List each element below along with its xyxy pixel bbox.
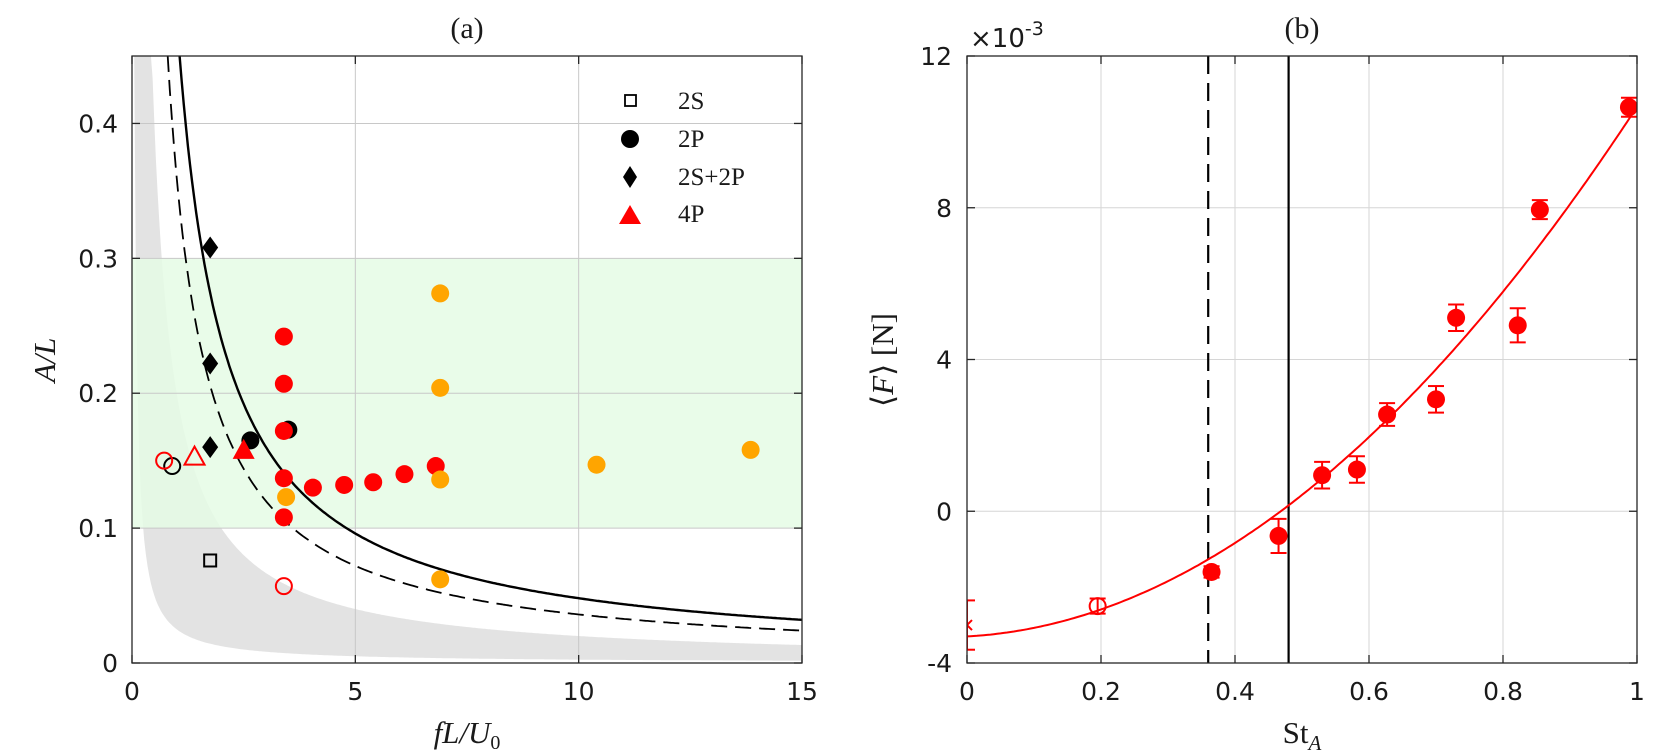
marker-orange-filled [431,470,450,489]
marker-red-filled [335,475,354,494]
x-tick-label: 15 [786,677,818,706]
marker-red-filled [303,478,322,497]
marker-filled [1269,526,1288,545]
y-tick-label: 0 [936,497,952,526]
marker-red-filled [364,473,383,492]
marker-filled [1447,308,1466,327]
marker-orange-filled [431,284,450,303]
legend-4p-label: 4P [678,201,704,228]
x-tick-label: 0 [124,677,140,706]
panel-a-grid [132,56,802,663]
y-tick-label: 8 [936,194,952,223]
panel-a-title: (a) [450,12,483,45]
legend-2s-marker [624,94,637,107]
marker-red-open [155,451,174,470]
marker-filled [1378,405,1397,424]
marker-filled [1347,460,1366,479]
legend-2s2p-label: 2S+2P [678,164,745,191]
y-tick-label: 12 [920,42,952,71]
marker-filled [1619,98,1637,117]
x-tick-label: 0.8 [1483,677,1523,706]
y-tick-label: 0.4 [78,109,118,138]
panel-a-legend: 2S 2P 2S+2P 4P [619,88,745,228]
quadratic-fit [967,106,1637,638]
marker-cross [967,619,973,631]
panel-b-title: (b) [1285,12,1320,45]
panel-b-y-label: ⟨F⟩ [N] [865,313,900,407]
marker-4P [232,438,255,459]
errorbar-cross [967,599,975,651]
y-tick-label: -4 [927,649,952,678]
marker-orange-filled [587,455,606,474]
marker-orange-filled [431,570,450,589]
x-tick-label: 0.6 [1349,677,1389,706]
x-tick-label: 1 [1629,677,1645,706]
marker-red-filled [395,465,414,484]
marker-red-filled [274,421,293,440]
legend-4p-marker [619,205,641,224]
marker-4P-open [182,444,207,466]
marker-2S+2P [202,352,219,375]
panel-a: 0 5 10 15 0 0.1 0.2 0.3 0.4 (a) fL/U0 A/L 2S 2P … [27,12,818,753]
y-tick-label: 0.2 [78,379,118,408]
panel-a-x-label: fL/U0 [434,715,501,753]
marker-orange-filled [431,378,450,397]
panel-b-exponent: ×10-3 [970,18,1044,54]
legend-2s-label: 2S [678,88,704,115]
marker-orange-filled [741,440,760,459]
panel-a-markers [155,236,760,596]
x-tick-label: 0 [959,677,975,706]
dashed-curve [166,56,802,632]
marker-red-filled [274,508,293,527]
x-tick-label: 0.2 [1081,677,1121,706]
panel-a-frame [131,55,803,664]
panel-b-markers [967,96,1637,651]
marker-orange-filled [277,488,296,507]
legend-2s2p-marker [623,166,637,188]
legend-2p-marker [621,130,639,148]
marker-filled [1530,200,1549,219]
marker-red-filled [274,327,293,346]
gray-band [134,56,802,661]
y-tick-label: 0.3 [78,244,118,273]
marker-red-filled [274,374,293,393]
x-tick-label: 5 [347,677,363,706]
x-tick-label: 0.4 [1215,677,1255,706]
marker-filled [1202,562,1221,581]
x-tick-label: 10 [563,677,595,706]
y-tick-label: 0 [102,649,118,678]
y-tick-label: 0.1 [78,514,118,543]
marker-filled [1313,466,1332,485]
marker-filled [1427,390,1445,409]
marker-2S+2P [202,436,219,459]
panel-b-x-label: StA [1283,715,1322,753]
panel-a-y-label: A/L [27,338,62,385]
legend-2p-label: 2P [678,126,704,153]
marker-red-filled [274,469,293,488]
y-tick-label: 4 [936,346,952,375]
panel-b-grid [967,56,1637,663]
marker-2S+2P [202,236,219,259]
marker-open [1088,597,1107,616]
marker-filled [1508,316,1527,335]
marker-2S [203,553,218,568]
panel-a-ticks: 0 5 10 15 0 0.1 0.2 0.3 0.4 [78,56,818,706]
marker-red-open [274,577,293,596]
